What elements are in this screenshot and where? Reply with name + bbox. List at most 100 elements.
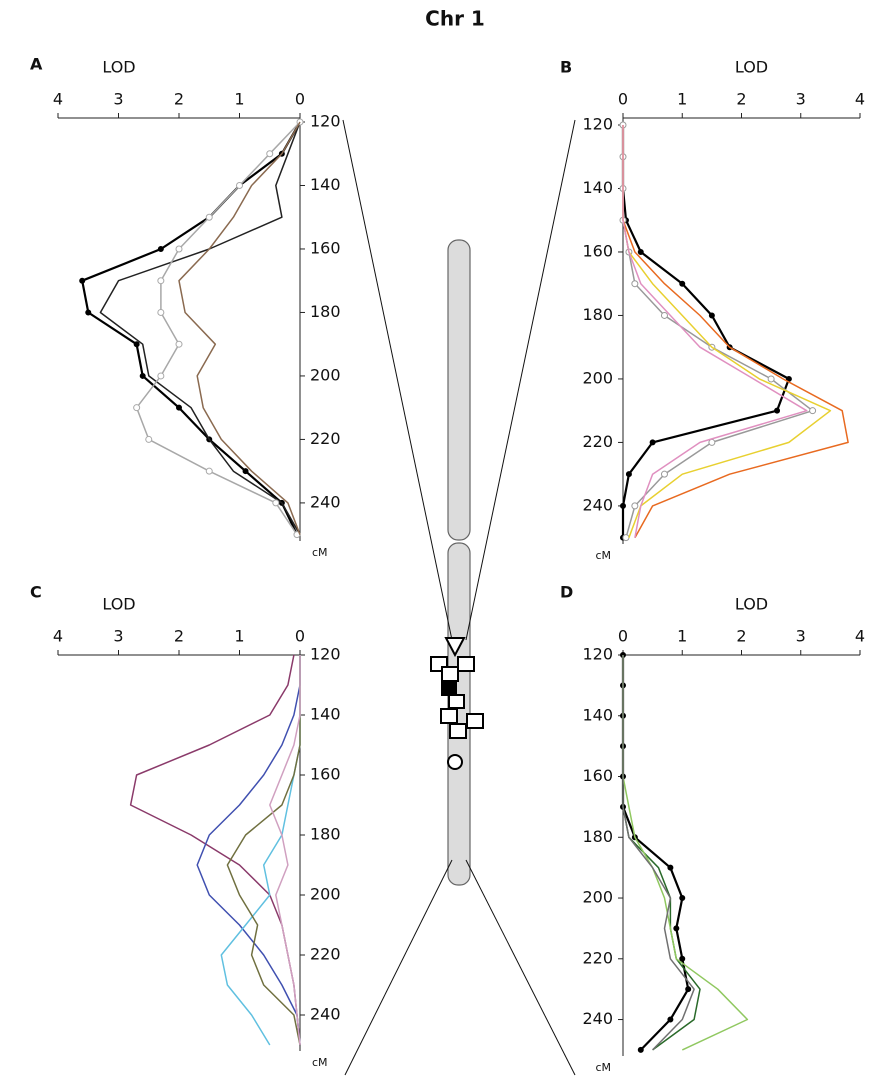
chromosome-arm [447, 239, 471, 541]
cm-tick-label: 240 [310, 492, 341, 511]
axis-label: LOD [735, 58, 768, 77]
cm-tick-label: 180 [582, 305, 613, 324]
axis-label: cM [312, 546, 328, 559]
cm-tick-label: 140 [310, 705, 341, 724]
connector [465, 859, 576, 1076]
lod-tick-label: 1 [234, 627, 244, 646]
axis-label: cM [595, 549, 611, 562]
cm-tick-label: 120 [310, 645, 341, 664]
cm-tick-label: 140 [582, 178, 613, 197]
series-line [81, 121, 301, 536]
series-line [129, 654, 301, 1046]
cm-tick-label: 120 [582, 115, 613, 134]
series-point [205, 213, 213, 221]
series-point [660, 470, 668, 478]
chromosome [447, 239, 471, 886]
series-line [196, 655, 301, 1046]
figure-title: Chr 1 [425, 7, 485, 31]
cm-tick-label: 220 [310, 945, 341, 964]
cm-tick-label: 140 [310, 175, 341, 194]
series-point [139, 372, 146, 379]
axis-label: cM [312, 1056, 328, 1069]
cm-tick-label: 160 [582, 241, 613, 260]
series-point [685, 986, 692, 993]
series-point [145, 435, 153, 443]
series-point [637, 1046, 644, 1053]
lod-tick-label: 0 [618, 627, 628, 646]
series-point [175, 245, 183, 253]
circle-marker [447, 754, 463, 770]
cm-tick-label: 200 [310, 365, 341, 384]
lod-tick-label: 3 [113, 627, 123, 646]
series-point [637, 248, 644, 255]
panel: C LOD 0 1 2 3 4 120 140 160 180 200 220 240 cM [30, 583, 341, 1070]
series-point [679, 955, 686, 962]
cm-tick-label: 160 [310, 238, 341, 257]
connector [465, 119, 576, 641]
series-point [236, 181, 243, 189]
series-line [621, 125, 790, 538]
cm-tick-label: 240 [310, 1005, 341, 1024]
panel-label: D [560, 583, 573, 602]
series-point [631, 502, 639, 510]
axis-label: LOD [102, 58, 135, 77]
series-point [767, 375, 775, 383]
series-line [220, 655, 301, 1046]
series-point [622, 534, 630, 542]
cm-tick-label: 220 [582, 432, 613, 451]
cm-tick-label: 220 [310, 429, 341, 448]
square-marker [457, 656, 475, 672]
markers [430, 637, 484, 770]
series-point [673, 925, 680, 932]
cm-tick-label: 180 [310, 302, 341, 321]
axis-label: cM [595, 1061, 611, 1074]
lod-tick-label: 2 [736, 90, 746, 109]
series-line [622, 125, 849, 539]
panel-label: C [30, 583, 42, 602]
lod-tick-label: 2 [736, 627, 746, 646]
cm-tick-label: 240 [582, 495, 613, 514]
lod-tick-label: 2 [174, 90, 184, 109]
lod-tick-label: 3 [796, 627, 806, 646]
series-point [85, 309, 92, 316]
lod-tick-label: 1 [234, 90, 244, 109]
series-point [157, 372, 165, 380]
square-marker [449, 723, 467, 739]
cm-tick-label: 200 [582, 368, 613, 387]
series-point [679, 895, 686, 902]
lod-tick-label: 0 [618, 90, 628, 109]
series-point [649, 439, 656, 446]
cm-tick-label: 180 [582, 827, 613, 846]
series-line [135, 121, 301, 536]
triangle-marker [444, 637, 466, 658]
lod-tick-label: 3 [113, 90, 123, 109]
series-point [176, 404, 182, 411]
panel: D LOD 0 1 2 3 4 120 140 160 180 200 220 240 cM [560, 583, 865, 1075]
series-point [667, 864, 674, 871]
series-point [631, 280, 639, 288]
lod-tick-label: 1 [677, 627, 687, 646]
cm-tick-label: 240 [582, 1009, 613, 1028]
panel: B LOD 0 1 2 3 4 120 140 160 180 200 220 240 cM [560, 58, 865, 563]
square-marker [448, 694, 465, 709]
panel-label: B [560, 58, 572, 77]
connectors [342, 119, 576, 1076]
cm-tick-label: 120 [582, 645, 613, 664]
series-point [133, 404, 141, 412]
lod-tick-label: 1 [677, 90, 687, 109]
series-point [620, 502, 626, 509]
series-line [621, 655, 690, 1051]
series-point [133, 341, 140, 348]
cm-tick-label: 220 [582, 948, 613, 967]
series-line [99, 121, 301, 536]
series-point [679, 280, 686, 287]
series-line [226, 655, 301, 1046]
series-point [667, 1016, 674, 1023]
panel-label: A [30, 55, 43, 74]
cm-tick-label: 160 [310, 765, 341, 784]
series-point [809, 407, 817, 415]
axis-label: LOD [735, 595, 768, 614]
series-point [205, 467, 213, 475]
series-point [708, 438, 716, 446]
lod-tick-label: 4 [53, 627, 63, 646]
